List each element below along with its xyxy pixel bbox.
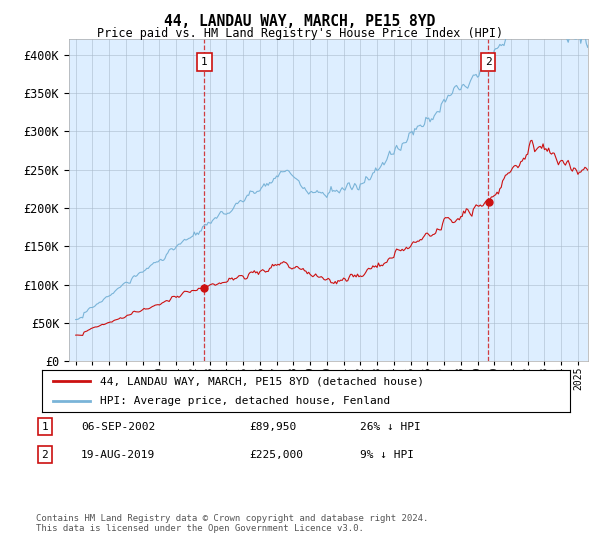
Text: £89,950: £89,950 (249, 422, 296, 432)
Text: £225,000: £225,000 (249, 450, 303, 460)
Text: 26% ↓ HPI: 26% ↓ HPI (360, 422, 421, 432)
Text: 2: 2 (41, 450, 49, 460)
Text: Contains HM Land Registry data © Crown copyright and database right 2024.
This d: Contains HM Land Registry data © Crown c… (36, 514, 428, 534)
Text: 19-AUG-2019: 19-AUG-2019 (81, 450, 155, 460)
Text: 06-SEP-2002: 06-SEP-2002 (81, 422, 155, 432)
Text: 44, LANDAU WAY, MARCH, PE15 8YD: 44, LANDAU WAY, MARCH, PE15 8YD (164, 14, 436, 29)
Text: HPI: Average price, detached house, Fenland: HPI: Average price, detached house, Fenl… (100, 396, 391, 406)
Text: 44, LANDAU WAY, MARCH, PE15 8YD (detached house): 44, LANDAU WAY, MARCH, PE15 8YD (detache… (100, 376, 424, 386)
Text: 9% ↓ HPI: 9% ↓ HPI (360, 450, 414, 460)
Text: 1: 1 (41, 422, 49, 432)
Text: 2: 2 (485, 57, 491, 67)
Text: 1: 1 (201, 57, 208, 67)
Text: Price paid vs. HM Land Registry's House Price Index (HPI): Price paid vs. HM Land Registry's House … (97, 27, 503, 40)
